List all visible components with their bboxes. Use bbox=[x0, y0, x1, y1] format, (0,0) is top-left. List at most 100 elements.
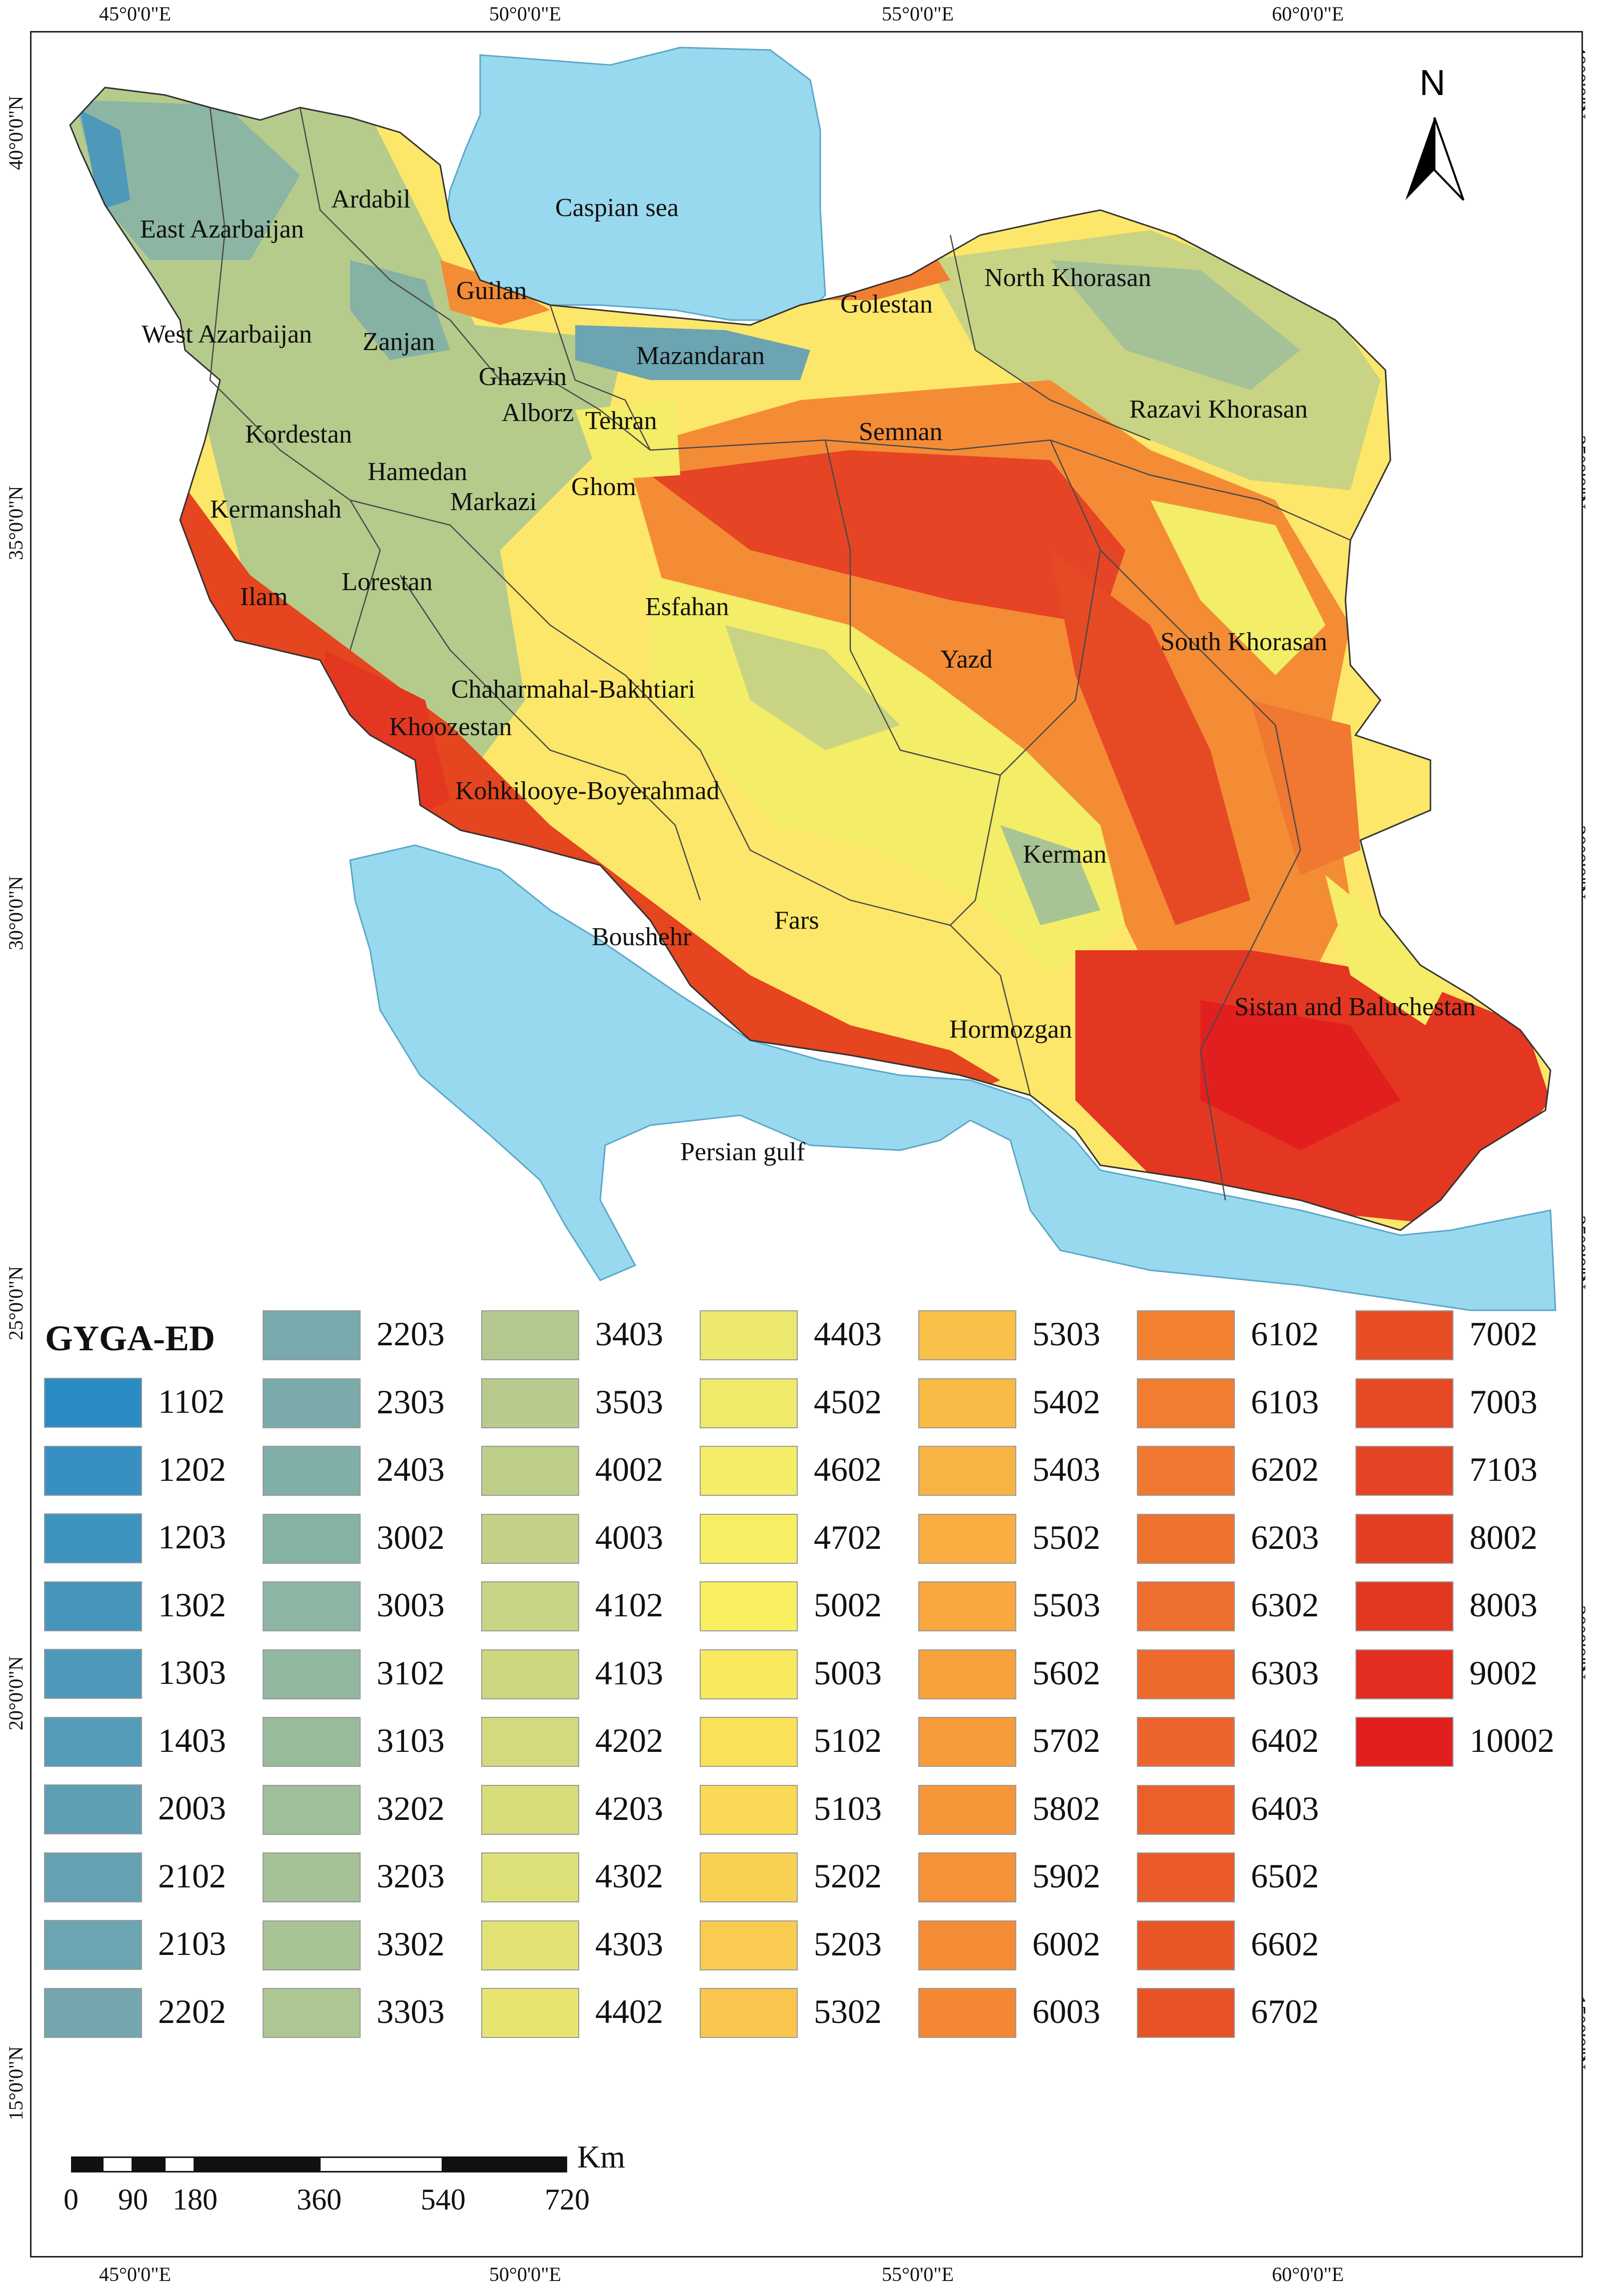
legend-label: 6502 bbox=[1251, 1857, 1319, 1895]
iran-outline bbox=[69, 87, 1551, 1231]
north-arrow: N bbox=[1405, 63, 1464, 201]
legend-label: 7103 bbox=[1469, 1450, 1537, 1488]
persian-gulf-label: Persian gulf bbox=[680, 1138, 806, 1166]
legend-swatch bbox=[263, 1378, 361, 1428]
province-label-esfahan: Esfahan bbox=[645, 593, 729, 621]
longitude-label: 60°0'0"E bbox=[1272, 2263, 1344, 2285]
legend-swatch bbox=[918, 1446, 1016, 1496]
legend-swatch bbox=[1137, 1378, 1235, 1428]
province-label-guilan: Guilan bbox=[456, 277, 527, 305]
province-label-ilam: Ilam bbox=[240, 583, 288, 611]
province-label-chaharmahal: Chaharmahal-Bakhtiari bbox=[451, 675, 695, 704]
scale-segment bbox=[164, 2156, 195, 2172]
legend-label: 8003 bbox=[1469, 1586, 1537, 1624]
legend-swatch bbox=[918, 1717, 1016, 1767]
legend-label: 4202 bbox=[595, 1721, 663, 1759]
legend-swatch bbox=[1355, 1581, 1453, 1631]
legend-swatch bbox=[1137, 1717, 1235, 1767]
legend-swatch bbox=[481, 1446, 579, 1496]
legend-swatch bbox=[700, 1581, 798, 1631]
legend-label: 4002 bbox=[595, 1450, 663, 1488]
province-label-hormozgan: Hormozgan bbox=[949, 1015, 1072, 1044]
legend-swatch bbox=[44, 1378, 142, 1428]
legend-label: 8002 bbox=[1469, 1518, 1537, 1556]
legend-swatch bbox=[481, 1513, 579, 1564]
legend-swatch bbox=[700, 1649, 798, 1699]
province-label-sistan: Sistan and Baluchestan bbox=[1234, 993, 1475, 1021]
legend-label: 5402 bbox=[1032, 1382, 1100, 1421]
legend-label: 5503 bbox=[1032, 1586, 1100, 1624]
legend-label: 6402 bbox=[1251, 1721, 1319, 1759]
scale-segment bbox=[319, 2156, 443, 2172]
legend-swatch bbox=[700, 1852, 798, 1902]
scale-segment bbox=[195, 2156, 319, 2172]
legend-label: 2103 bbox=[158, 1924, 226, 1962]
legend-swatch bbox=[918, 1988, 1016, 2038]
legend-swatch bbox=[44, 1852, 142, 1902]
legend-label: 4303 bbox=[595, 1924, 663, 1963]
legend-swatch bbox=[481, 1581, 579, 1631]
longitude-label: 45°0'0"E bbox=[99, 3, 171, 25]
legend-swatch bbox=[263, 1988, 361, 2038]
longitude-label: 55°0'0"E bbox=[882, 3, 954, 25]
legend-label: 3302 bbox=[377, 1924, 445, 1963]
legend-label: 4302 bbox=[595, 1857, 663, 1895]
legend-label: 2403 bbox=[377, 1450, 445, 1488]
province-label-ardabil: Ardabil bbox=[331, 185, 411, 214]
legend-label: 1203 bbox=[158, 1518, 226, 1556]
legend-label: 5102 bbox=[814, 1721, 882, 1759]
province-label-zanjan: Zanjan bbox=[363, 328, 435, 356]
legend-swatch bbox=[263, 1852, 361, 1902]
province-label-alborz: Alborz bbox=[502, 399, 574, 427]
persian-gulf bbox=[349, 844, 1556, 1311]
legend-label: 3002 bbox=[377, 1518, 445, 1556]
province-label-yazd: Yazd bbox=[940, 645, 993, 674]
legend-swatch bbox=[481, 1378, 579, 1428]
legend-label: 6003 bbox=[1032, 1992, 1100, 2030]
province-label-razavi-khorasan: Razavi Khorasan bbox=[1129, 395, 1308, 424]
legend-swatch bbox=[700, 1717, 798, 1767]
province-label-north-khorasan: North Khorasan bbox=[984, 264, 1151, 292]
scale-label: 540 bbox=[421, 2183, 466, 2216]
legend-label: 5003 bbox=[814, 1653, 882, 1692]
legend-label: 3202 bbox=[377, 1789, 445, 1827]
legend-swatch bbox=[918, 1784, 1016, 1835]
legend-swatch bbox=[263, 1310, 361, 1360]
legend-label: 6602 bbox=[1251, 1924, 1319, 1963]
scale-label: 0 bbox=[64, 2183, 79, 2216]
legend-label: 3503 bbox=[595, 1382, 663, 1421]
legend-swatch bbox=[263, 1581, 361, 1631]
legend-label: 9002 bbox=[1469, 1653, 1537, 1692]
province-label-kermanshah: Kermanshah bbox=[210, 495, 342, 524]
province-label-kerman: Kerman bbox=[1023, 840, 1106, 869]
legend-label: 5502 bbox=[1032, 1518, 1100, 1556]
legend-label: 5303 bbox=[1032, 1315, 1100, 1353]
legend-swatch bbox=[1137, 1852, 1235, 1902]
legend-swatch bbox=[918, 1920, 1016, 1970]
legend-label: 5802 bbox=[1032, 1789, 1100, 1827]
legend-label: 6002 bbox=[1032, 1924, 1100, 1963]
legend-swatch bbox=[1355, 1378, 1453, 1428]
legend-swatch bbox=[1355, 1649, 1453, 1699]
legend-swatch bbox=[700, 1920, 798, 1970]
legend-label: 6102 bbox=[1251, 1315, 1319, 1353]
scale-label: 360 bbox=[297, 2183, 342, 2216]
legend-swatch bbox=[481, 1717, 579, 1767]
legend-label: 10002 bbox=[1469, 1721, 1554, 1759]
legend-label: 1202 bbox=[158, 1450, 226, 1488]
legend-label: 1102 bbox=[158, 1382, 225, 1420]
legend-swatch bbox=[263, 1920, 361, 1970]
legend-label: 6103 bbox=[1251, 1382, 1319, 1421]
scale-segment bbox=[443, 2156, 567, 2172]
legend-swatch bbox=[481, 1852, 579, 1902]
legend-label: 5302 bbox=[814, 1992, 882, 2030]
legend-label: 4403 bbox=[814, 1315, 882, 1353]
legend-swatch bbox=[263, 1784, 361, 1835]
legend-swatch bbox=[1355, 1717, 1453, 1767]
province-label-kohkilooye: Kohkilooye-Boyerahmad bbox=[455, 777, 720, 805]
legend-swatch bbox=[1355, 1310, 1453, 1360]
province-label-fars: Fars bbox=[774, 906, 819, 935]
legend-swatch bbox=[1137, 1784, 1235, 1835]
caspian-sea-label: Caspian sea bbox=[555, 194, 679, 222]
